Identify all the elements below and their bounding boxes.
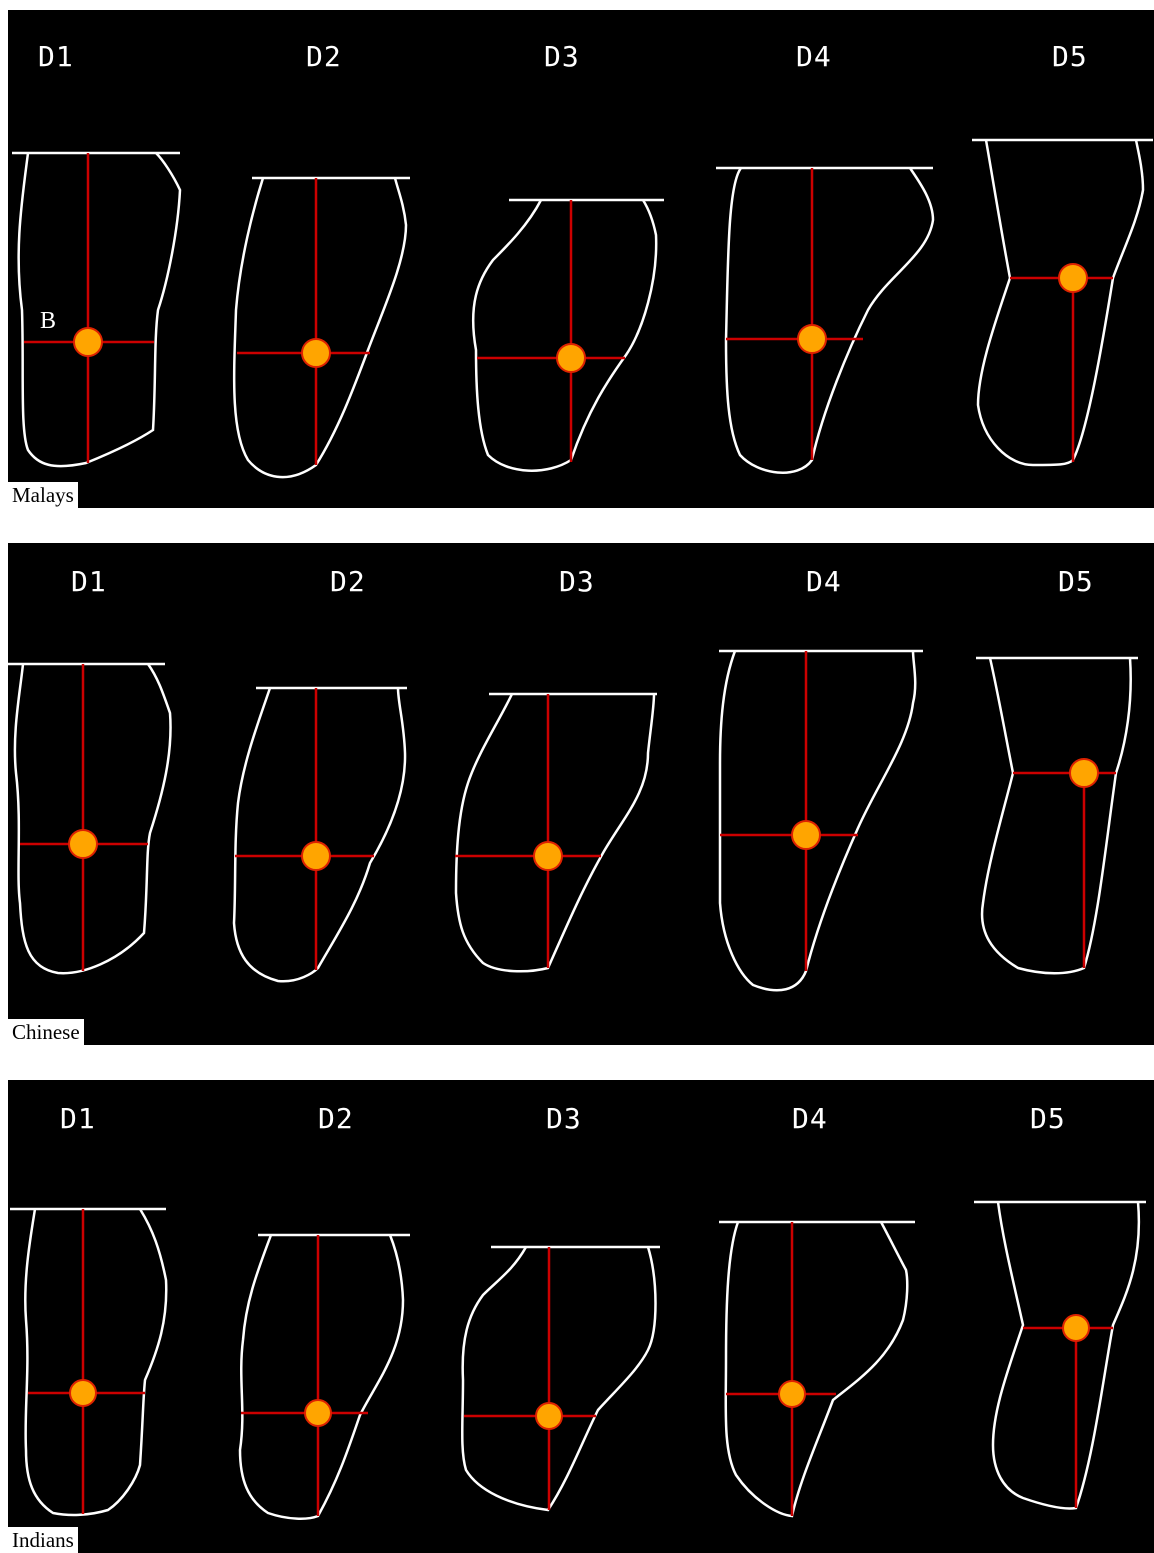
foot-outline-d2 [234,178,406,477]
foot-outline-d3 [456,694,654,971]
marker-d3 [557,344,585,372]
column-label-d3: D3 [559,565,595,598]
foot-outline-d2 [234,688,405,981]
marker-d2 [302,842,330,870]
marker-d2 [302,339,330,367]
foot-outline-d4 [720,651,915,990]
panel-chinese: D1 D2 D3 D4 D5 Chinese [8,543,1154,1045]
column-label-d1: D1 [38,40,74,73]
foot-outline-d3 [462,1247,655,1510]
marker-d5 [1059,264,1087,292]
foot-outline-d4 [726,1222,908,1516]
column-label-d3: D3 [544,40,580,73]
marker-d1 [74,328,102,356]
column-label-d2: D2 [330,565,366,598]
foot-outline-d1 [25,1209,166,1515]
marker-d2 [305,1400,331,1426]
point-label-b: B [40,308,56,335]
marker-d4 [792,821,820,849]
chinese-outlines [8,543,1154,1045]
foot-outline-d1 [15,664,171,973]
column-label-d4: D4 [806,565,842,598]
column-label-d5: D5 [1058,565,1094,598]
foot-outline-d5 [978,140,1143,465]
column-label-d5: D5 [1052,40,1088,73]
foot-outline-d5 [993,1202,1139,1508]
foot-outline-d3 [473,200,656,471]
column-label-d4: D4 [796,40,832,73]
column-label-d2: D2 [306,40,342,73]
foot-outline-d5 [982,658,1131,973]
marker-d4 [798,325,826,353]
marker-d1 [70,1380,96,1406]
column-label-d3: D3 [546,1102,582,1135]
group-label-malays: Malays [8,482,78,508]
marker-d5 [1063,1315,1089,1341]
group-label-chinese: Chinese [8,1019,84,1045]
indians-outlines [8,1080,1154,1553]
malays-outlines [8,10,1154,508]
marker-d3 [536,1403,562,1429]
marker-d3 [534,842,562,870]
column-label-d4: D4 [792,1102,828,1135]
column-label-d2: D2 [318,1102,354,1135]
marker-d4 [779,1381,805,1407]
marker-d1 [69,830,97,858]
foot-outline-d4 [726,168,933,473]
group-label-indians: Indians [8,1527,78,1553]
marker-d5 [1070,759,1098,787]
panel-malays: D1 D2 D3 D4 D5 B Malays [8,10,1154,508]
column-label-d1: D1 [60,1102,96,1135]
panel-indians: D1 D2 D3 D4 D5 Indians [8,1080,1154,1553]
column-label-d5: D5 [1030,1102,1066,1135]
column-label-d1: D1 [71,565,107,598]
foot-outline-d2 [240,1235,403,1519]
